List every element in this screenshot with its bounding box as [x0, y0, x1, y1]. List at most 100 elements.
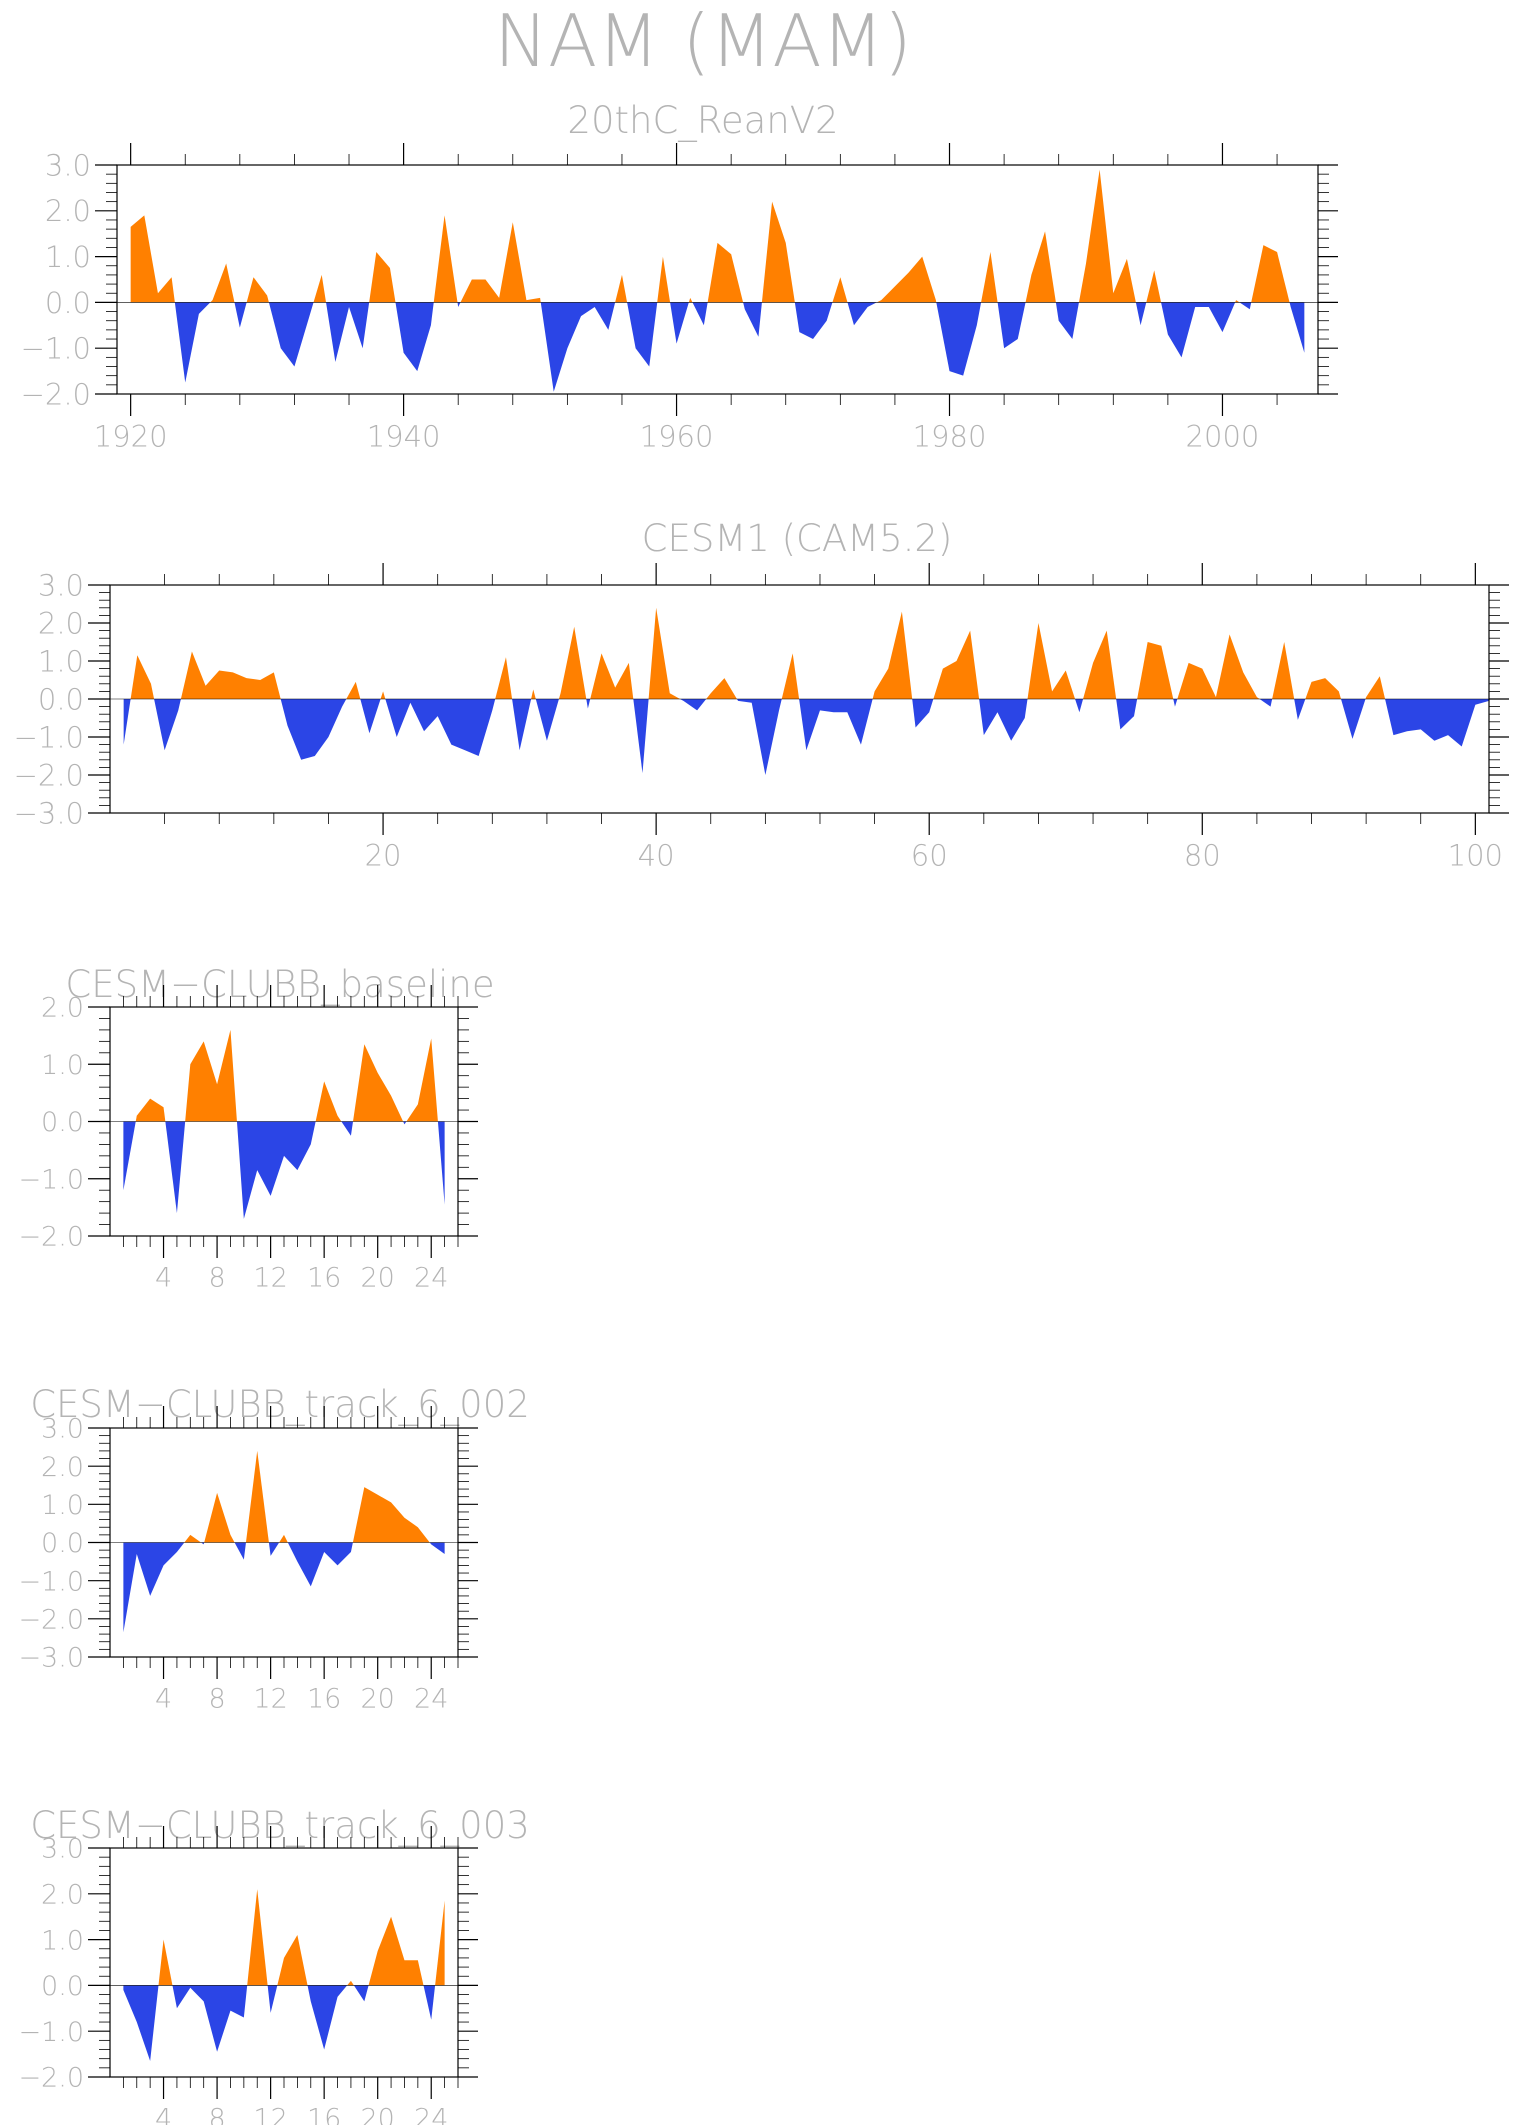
negative-anomaly-area — [353, 1985, 369, 2002]
y-tick-label: −1.0 — [21, 332, 91, 366]
y-tick-label: −1.0 — [18, 1164, 84, 1195]
x-tick-label: 1940 — [367, 419, 441, 453]
negative-anomaly-area — [172, 1985, 248, 2052]
chart-panel-p5: CESM−CLUBB_track_6_003 −2.0 −1.0 0.0 1.0 2.0 3… — [18, 1804, 529, 2125]
negative-anomaly-area — [997, 302, 1026, 349]
positive-anomaly-area — [353, 1044, 404, 1122]
negative-area — [123, 1542, 445, 1633]
y-tick-label: 0.0 — [38, 682, 84, 716]
y-tick-label: 0.0 — [41, 1107, 84, 1138]
negative-anomaly-area — [627, 302, 658, 367]
positive-anomaly-area — [1146, 270, 1162, 303]
positive-anomaly-area — [761, 201, 795, 303]
x-tick-label: 16 — [307, 1683, 341, 1714]
negative-anomaly-area — [423, 1985, 436, 2020]
positive-anomaly-area — [130, 215, 175, 303]
negative-anomaly-area — [670, 302, 689, 344]
x-tick-label: 16 — [307, 2103, 341, 2125]
x-tick-label: 20 — [361, 2103, 395, 2125]
y-tick-label: 2.0 — [45, 194, 91, 228]
negative-anomaly-area — [395, 302, 434, 372]
negative-anomaly-area — [680, 699, 707, 711]
positive-anomaly-area — [657, 256, 671, 303]
positive-anomaly-area — [688, 297, 693, 303]
x-tick-label: 20 — [365, 838, 402, 872]
negative-area — [123, 1985, 436, 2061]
x-tick-label: 24 — [414, 2103, 448, 2125]
negative-anomaly-area — [1294, 699, 1306, 720]
positive-anomaly-area — [1083, 630, 1117, 699]
panel-title: CESM−CLUBB_track_6_003 — [30, 1804, 530, 1848]
x-tick-label: 8 — [208, 2103, 225, 2125]
x-tick-label: 80 — [1184, 838, 1221, 872]
y-tick-label: −1.0 — [18, 1566, 84, 1597]
x-tick-label: 8 — [208, 1683, 225, 1714]
negative-anomaly-area — [540, 302, 616, 392]
y-tick-label: 3.0 — [41, 1834, 84, 1865]
negative-anomaly-area — [268, 302, 314, 367]
negative-area — [174, 302, 1305, 392]
positive-anomaly-area — [460, 222, 541, 303]
y-tick-label: −3.0 — [14, 796, 84, 830]
negative-anomaly-area — [457, 302, 461, 307]
negative-anomaly-area — [236, 1121, 316, 1219]
y-tick-label: 0.0 — [45, 286, 91, 320]
negative-anomaly-area — [847, 302, 877, 326]
negative-anomaly-area — [154, 699, 181, 751]
x-tick-label: 100 — [1448, 838, 1503, 872]
panels-group: 20thC_ReanV2 −2.0 −1.0 0.0 1.0 2.0 3.0 1920 1940… — [14, 99, 1509, 2125]
x-tick-label: 24 — [414, 1262, 448, 1293]
negative-anomaly-area — [1259, 699, 1273, 707]
positive-anomaly-area — [1251, 245, 1290, 303]
y-tick-label: 2.0 — [41, 993, 84, 1024]
negative-anomaly-area — [936, 302, 982, 376]
negative-anomaly-area — [1135, 302, 1147, 326]
positive-anomaly-area — [277, 1935, 308, 1986]
y-tick-label: −2.0 — [18, 1222, 84, 1253]
panel-title: CESM−CLUBB_track_6_002 — [30, 1383, 530, 1427]
positive-anomaly-area — [135, 1098, 166, 1122]
y-tick-label: 0.0 — [41, 1528, 84, 1559]
negative-anomaly-area — [123, 1121, 136, 1191]
positive-anomaly-area — [1177, 634, 1260, 699]
panel-title: CESM1 (CAM5.2) — [642, 517, 953, 560]
negative-anomaly-area — [123, 1985, 159, 2061]
positive-anomaly-area — [369, 252, 396, 303]
positive-anomaly-area — [1137, 642, 1174, 699]
y-tick-label: 1.0 — [38, 644, 84, 678]
positive-anomaly-area — [435, 1900, 445, 1986]
negative-anomaly-area — [1116, 699, 1138, 730]
positive-anomaly-area — [158, 1939, 173, 1986]
y-tick-label: 3.0 — [45, 148, 91, 182]
panel-title: CESM−CLUBB_baseline — [65, 963, 494, 1007]
panel-title: 20thC_ReanV2 — [567, 99, 838, 143]
positive-anomaly-area — [185, 1029, 237, 1122]
positive-anomaly-area — [368, 1916, 424, 1986]
chart-panel-p3: CESM−CLUBB_baseline −2.0 −1.0 0.0 1.0 2.0 4 8 12… — [18, 963, 494, 1293]
x-tick-label: 12 — [253, 2103, 287, 2125]
positive-anomaly-area — [1235, 300, 1240, 303]
positive-anomaly-area — [706, 678, 737, 699]
y-tick-label: 1.0 — [41, 1925, 84, 1956]
negative-anomaly-area — [429, 1542, 445, 1554]
y-tick-label: −1.0 — [14, 720, 84, 754]
positive-anomaly-area — [648, 607, 681, 699]
negative-anomaly-area — [201, 1542, 205, 1545]
x-tick-label: 2000 — [1186, 419, 1260, 453]
y-tick-label: −2.0 — [18, 1605, 84, 1636]
positive-anomaly-area — [184, 1534, 202, 1543]
positive-anomaly-area — [872, 611, 913, 699]
negative-anomaly-area — [1161, 302, 1236, 358]
x-tick-label: 4 — [155, 1262, 172, 1293]
y-tick-label: 2.0 — [38, 606, 84, 640]
positive-anomaly-area — [781, 653, 800, 699]
positive-anomaly-area — [180, 651, 281, 699]
positive-anomaly-area — [247, 1889, 268, 1986]
negative-anomaly-area — [799, 699, 873, 751]
positive-anomaly-area — [315, 1081, 342, 1122]
y-tick-label: −2.0 — [18, 2063, 84, 2094]
y-tick-label: −2.0 — [21, 377, 91, 411]
positive-anomaly-area — [380, 691, 386, 699]
chart-panel-p2: CESM1 (CAM5.2) −3.0 −2.0 −1.0 0.0 1.0 2.0 3.0 20… — [14, 517, 1509, 872]
